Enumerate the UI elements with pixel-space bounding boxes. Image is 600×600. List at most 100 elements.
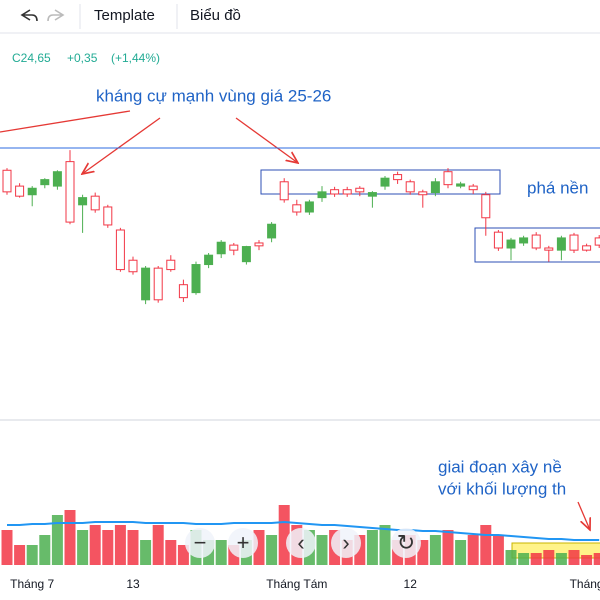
candle-body — [430, 181, 440, 194]
volume-bar — [568, 550, 580, 565]
template-button[interactable]: Template — [94, 7, 155, 24]
candle-body — [405, 181, 415, 193]
arrow — [0, 110, 131, 133]
candle-body — [166, 259, 176, 271]
volume-bar — [177, 545, 189, 565]
candle-body — [65, 161, 75, 223]
range-box — [260, 169, 501, 195]
candle-body — [569, 234, 579, 251]
volume-bar — [366, 530, 378, 565]
candle-body — [582, 245, 592, 251]
x-tick-label: Tháng — [570, 577, 600, 591]
candle-body — [519, 237, 529, 244]
candle-body — [355, 187, 365, 193]
volume-bar — [114, 525, 126, 565]
legend-close: C24,65 — [12, 51, 51, 65]
candle-body — [493, 231, 503, 249]
volume-bar — [593, 553, 600, 565]
volume-bar — [467, 535, 479, 565]
volume-bar — [505, 550, 517, 565]
candle-body — [191, 264, 201, 294]
candle-body — [317, 191, 327, 199]
volume-ma-line — [7, 520, 600, 541]
candle-body — [544, 247, 554, 251]
redo-button[interactable] — [47, 9, 65, 22]
x-tick-label: 12 — [404, 577, 418, 591]
volume-bar — [39, 535, 51, 565]
control-icon[interactable]: + — [237, 530, 250, 555]
volume-bar — [127, 530, 139, 565]
candle-body — [115, 229, 125, 271]
candle-body — [27, 187, 37, 196]
x-tick-label: Tháng Tám — [266, 577, 327, 591]
candle-body — [153, 267, 163, 301]
candle-body — [380, 177, 390, 187]
control-button[interactable] — [286, 528, 316, 558]
control-icon[interactable]: ↻ — [397, 530, 415, 555]
volume-bar — [14, 545, 26, 565]
candle-body — [40, 179, 50, 186]
undo-button[interactable] — [20, 9, 38, 22]
candle-body — [367, 192, 377, 197]
volume-bar — [555, 553, 567, 565]
candle-body — [90, 195, 100, 211]
volume-bar — [1, 530, 13, 565]
arrow — [82, 117, 161, 174]
volume-bar — [379, 525, 391, 565]
control-button[interactable] — [228, 528, 258, 558]
control-icon[interactable]: › — [342, 530, 349, 555]
control-button[interactable] — [331, 528, 361, 558]
candle-body — [78, 197, 88, 206]
candle-body — [330, 189, 340, 195]
candle-body — [481, 194, 491, 219]
candle-body — [594, 237, 600, 246]
candle-body — [204, 254, 214, 266]
arrow — [577, 501, 590, 530]
annotation: với khối lượng th — [438, 479, 566, 498]
control-icon[interactable]: ‹ — [297, 530, 304, 555]
candle-body — [128, 259, 138, 273]
candle-body — [456, 183, 466, 187]
volume-bar — [152, 525, 164, 565]
chart-button[interactable]: Biểu đồ — [190, 7, 241, 24]
x-tick-label: Tháng 7 — [10, 577, 54, 591]
candle-body — [216, 241, 226, 255]
volume-bar — [455, 540, 467, 565]
volume-bar — [253, 530, 265, 565]
candle-body — [468, 185, 478, 191]
volume-bar — [278, 505, 290, 565]
candle-body — [2, 169, 12, 193]
candle-body — [443, 171, 453, 186]
candle-body — [556, 237, 566, 251]
volume-bar — [51, 515, 63, 565]
volume-bar — [417, 540, 429, 565]
volume-bar — [543, 550, 555, 565]
candle-body — [178, 284, 188, 299]
candle-body — [141, 267, 151, 301]
volume-bar — [64, 510, 76, 565]
candle-body — [418, 191, 428, 196]
volume-bar — [518, 553, 530, 565]
control-button[interactable] — [391, 528, 421, 558]
candle-body — [304, 201, 314, 213]
annotation: kháng cự mạnh vùng giá 25-26 — [96, 86, 331, 105]
candle-body — [531, 234, 541, 249]
volume-bar — [530, 553, 542, 565]
control-button[interactable] — [185, 528, 215, 558]
candle-body — [279, 181, 289, 201]
candle-body — [15, 185, 25, 197]
volume-bar — [581, 555, 593, 565]
volume-bar — [165, 540, 177, 565]
arrow — [235, 117, 298, 163]
annotation: phá nền — [527, 178, 588, 197]
candle-body — [292, 204, 302, 213]
volume-bar — [77, 530, 89, 565]
x-tick-label: 13 — [126, 577, 140, 591]
control-icon[interactable]: − — [194, 530, 207, 555]
legend-change: +0,35 — [67, 51, 98, 65]
candle-body — [267, 223, 277, 239]
toolbar — [0, 0, 600, 33]
legend-change-pct: (+1,44%) — [111, 51, 160, 65]
candle-body — [52, 171, 62, 187]
